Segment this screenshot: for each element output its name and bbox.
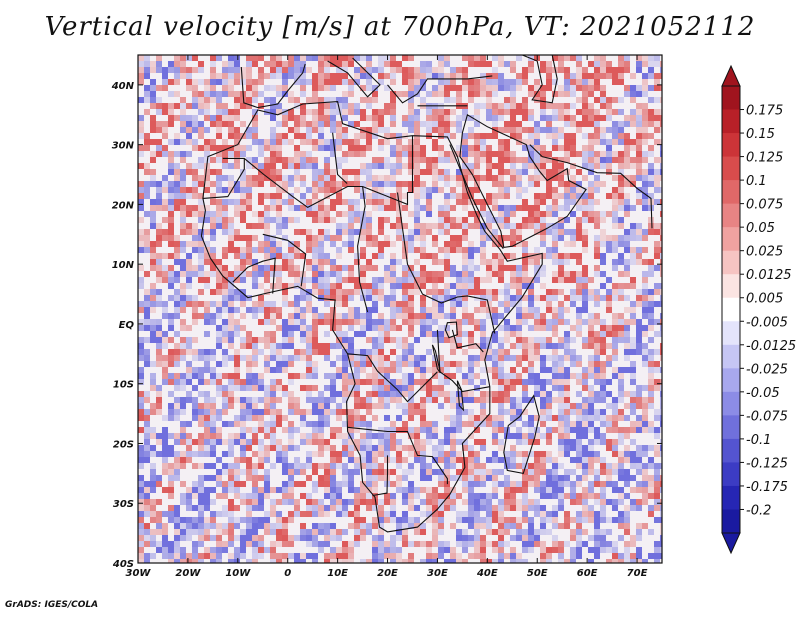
colorbar-swatch	[722, 321, 740, 346]
y-tick-label: 10S	[113, 380, 134, 391]
x-tick-label: 60E	[577, 568, 598, 579]
colorbar-label: 0.175	[746, 104, 783, 119]
x-tick-label: 70E	[627, 568, 648, 579]
colorbar-label: -0.175	[746, 480, 788, 495]
colorbar-swatch	[722, 415, 740, 440]
x-axis-ticks: 30W 20W 10W 0 10E 20E 30E 40E 50E 60E 70E	[126, 55, 648, 579]
y-tick-label: 30S	[113, 499, 134, 510]
colorbar-swatch	[722, 156, 740, 181]
colorbar-label: -0.1	[746, 433, 771, 448]
colorbar-swatch	[722, 86, 740, 111]
credit-text: GrADS: IGES/COLA	[5, 600, 99, 610]
colorbar-label: -0.005	[746, 315, 788, 330]
colorbar-label: 0.125	[746, 151, 783, 166]
colorbar-swatch	[722, 462, 740, 487]
x-tick-label: 20W	[175, 568, 201, 579]
y-tick-label: 20S	[113, 439, 134, 450]
x-tick-label: 0	[284, 568, 291, 579]
colorbar-label: 0.1	[746, 174, 767, 189]
colorbar-swatch	[722, 391, 740, 416]
x-tick-label: 30E	[427, 568, 448, 579]
colorbar-label: -0.05	[746, 386, 780, 401]
colorbar-swatch	[722, 227, 740, 252]
colorbar-label: 0.005	[746, 292, 783, 307]
x-tick-label: 50E	[527, 568, 548, 579]
y-tick-label: 30N	[112, 141, 135, 152]
colorbar-label: -0.025	[746, 362, 788, 377]
y-tick-label: 40S	[112, 559, 134, 570]
y-tick-label: 20N	[112, 200, 135, 211]
colorbar-label: 0.05	[746, 221, 775, 236]
colorbar-swatch	[722, 180, 740, 205]
colorbar-label: 0.075	[746, 198, 783, 213]
colorbar-label: 0.025	[746, 245, 783, 260]
colorbar-label: -0.0125	[746, 339, 796, 354]
colorbar-swatch	[722, 274, 740, 299]
colorbar-swatch	[722, 438, 740, 463]
y-tick-label: EQ	[119, 320, 135, 331]
colorbar-swatch	[722, 109, 740, 134]
colorbar-swatch	[722, 344, 740, 369]
colorbar-label: -0.2	[746, 503, 771, 518]
colorbar-top-arrow	[721, 64, 741, 87]
y-axis-ticks: 40N 30N 20N 10N EQ 10S 20S 30S 40S	[111, 81, 662, 570]
velocity-field	[138, 55, 662, 563]
colorbar-label: -0.125	[746, 456, 788, 471]
colorbar-swatch	[722, 509, 740, 534]
coastlines-borders	[200, 55, 653, 533]
map-title: Vertical velocity [m/s] at 700hPa, VT: 2…	[44, 12, 756, 42]
colorbar-swatch	[722, 485, 740, 510]
colorbar-swatch	[722, 297, 740, 322]
colorbar-swatch	[722, 368, 740, 393]
colorbar-swatch	[722, 203, 740, 228]
x-tick-label: 10E	[327, 568, 348, 579]
y-tick-label: 10N	[112, 260, 135, 271]
x-tick-label: 40E	[476, 568, 498, 579]
x-tick-label: 20E	[377, 568, 398, 579]
colorbar-label: 0.0125	[746, 268, 792, 283]
colorbar-label: -0.075	[746, 409, 788, 424]
colorbar-swatch	[722, 133, 740, 158]
x-tick-label: 30W	[126, 568, 152, 579]
colorbar: 0.175 0.15 0.125 0.1 0.075 0.05 0.025 0.0125 0.0…	[721, 64, 796, 555]
y-tick-label: 40N	[111, 81, 135, 92]
plot-frame	[137, 54, 663, 564]
x-tick-label: 10W	[225, 568, 251, 579]
colorbar-label: 0.15	[746, 127, 775, 142]
colorbar-bottom-arrow	[721, 532, 741, 555]
colorbar-swatch	[722, 250, 740, 275]
